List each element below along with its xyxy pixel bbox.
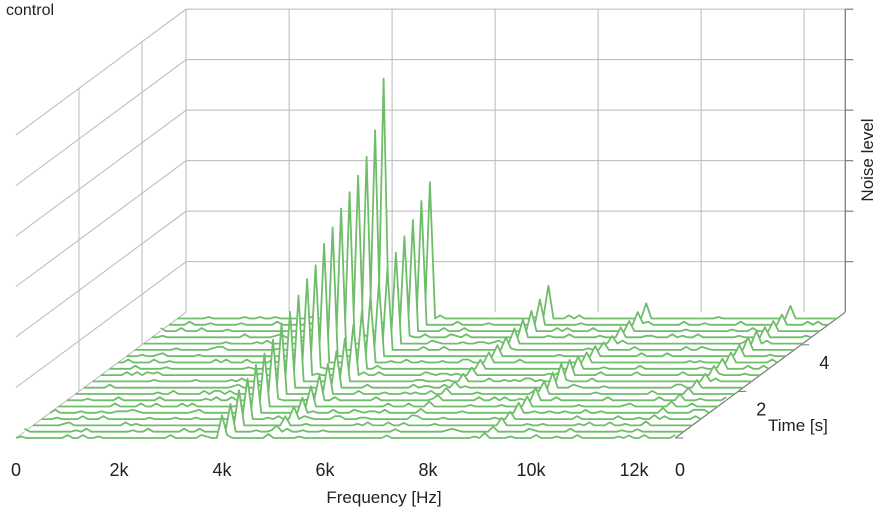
slice-mask [152,175,812,338]
side-wall-level-line [15,210,187,338]
spectrum-slice [160,155,820,333]
spectrum-slice [24,402,684,433]
spectrum-slice [15,414,676,439]
spectrum-slice [143,191,803,345]
grid [15,8,854,439]
slice-mask [33,390,693,426]
slice-mask [177,78,837,319]
x-axis-label: Frequency [Hz] [326,488,441,507]
y-tick-label: 4 [819,353,829,373]
axis-labels: 0 2k 4k 6k 8k 10k 12k 0 2 4 Frequency [Hz] Time [s]… [11,118,877,507]
spectrum-slice [101,278,761,377]
y-tick-label: 2 [756,399,766,419]
spectrum-slice [109,264,770,370]
side-wall-level-line [15,261,187,388]
spectrum-slice [33,389,693,427]
spectrum-slice [177,77,837,320]
spectrum-slice [126,226,786,358]
side-wall-level-line [15,59,187,186]
x-tick-label: 4k [212,460,232,480]
y-tick-label: 0 [675,460,685,480]
slice-mask [24,403,684,432]
spectrum-slice [92,294,752,383]
side-wall-level-line [15,160,187,287]
slice-mask [41,378,701,420]
spectrum-slice [84,310,744,389]
x-tick-label: 2k [109,460,129,480]
x-tick-label: 12k [619,460,649,480]
z-axis-label: Noise level [858,118,877,201]
slice-mask [169,130,829,325]
side-wall-level-line [15,109,187,237]
x-tick-label: 10k [516,460,546,480]
spectrum-slices [15,77,837,439]
slice-mask [143,192,803,344]
spectrum-slice [152,174,812,339]
spectrum-slice [49,363,710,414]
chart-title: control [6,2,55,19]
spectrum-slice [118,242,778,364]
slice-mask [67,339,727,401]
side-wall-level-line [15,8,187,136]
spectrum-slice [67,338,727,402]
y-axis-label: Time [s] [768,416,828,435]
spectrum-slice [169,129,829,326]
spectrum-slice [75,322,735,395]
x-tick-label: 8k [418,460,438,480]
spectrum-slice [135,207,795,351]
x-tick-label: 6k [315,460,335,480]
spectrum-slice [58,352,718,408]
slice-mask [160,156,820,332]
spectrum-slice [41,377,702,421]
x-tick-label: 0 [11,460,21,480]
